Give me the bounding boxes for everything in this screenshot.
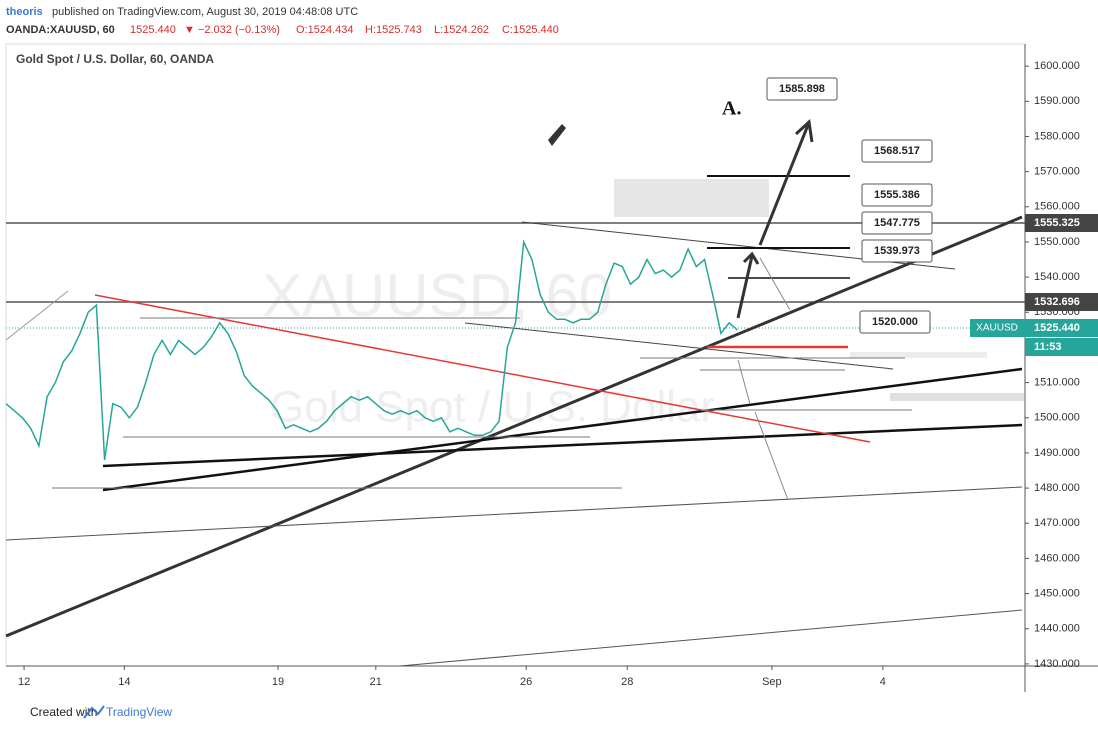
x-tick-label: Sep bbox=[762, 676, 782, 688]
annotation: 1539.973 bbox=[874, 245, 920, 257]
price-label-box bbox=[1025, 293, 1098, 311]
trendline bbox=[102, 367, 1023, 492]
y-tick-label: 1460.000 bbox=[1034, 552, 1080, 564]
y-tick-label: 1430.000 bbox=[1034, 658, 1080, 670]
trendline bbox=[102, 423, 1023, 468]
symbol-label: XAUUSD bbox=[976, 323, 1018, 334]
price-label: 11:53 bbox=[1034, 341, 1062, 353]
callout-box bbox=[859, 310, 931, 334]
x-tick-label: 4 bbox=[880, 676, 886, 688]
trendline bbox=[399, 609, 1023, 667]
trendline bbox=[5, 215, 1023, 638]
arrow bbox=[736, 251, 760, 319]
annotation: 1547.775 bbox=[874, 217, 920, 229]
annotation: A. bbox=[722, 98, 741, 120]
annotation: 1585.898 bbox=[779, 83, 825, 95]
y-tick-label: 1440.000 bbox=[1034, 623, 1080, 635]
annotation: 1520.000 bbox=[872, 316, 918, 328]
high: H:1525.743 bbox=[365, 24, 422, 36]
change: ▼ −2.032 (−0.13%) bbox=[184, 24, 280, 36]
arrow bbox=[758, 118, 814, 246]
drawings bbox=[5, 118, 1025, 667]
low: L:1524.262 bbox=[434, 24, 489, 36]
y-tick-label: 1470.000 bbox=[1034, 517, 1080, 529]
y-tick-label: 1490.000 bbox=[1034, 447, 1080, 459]
callout-box bbox=[861, 211, 933, 235]
callout-box bbox=[861, 183, 933, 207]
x-tick-label: 21 bbox=[370, 676, 382, 688]
trendline bbox=[5, 486, 1023, 541]
price-label: 1525.440 bbox=[1034, 322, 1080, 334]
publisher: theoris bbox=[6, 6, 43, 18]
annotation: 1555.386 bbox=[874, 189, 920, 201]
symbol: OANDA:XAUUSD, 60 bbox=[6, 24, 115, 36]
x-tick-label: 28 bbox=[621, 676, 633, 688]
y-tick-label: 1600.000 bbox=[1034, 60, 1080, 72]
callout-box bbox=[766, 77, 838, 101]
brand-logo bbox=[83, 705, 105, 719]
y-tick-label: 1550.000 bbox=[1034, 236, 1080, 248]
price-label-box bbox=[1025, 319, 1098, 337]
y-tick-label: 1540.000 bbox=[1034, 271, 1080, 283]
open: O:1524.434 bbox=[296, 24, 354, 36]
y-tick-label: 1500.000 bbox=[1034, 412, 1080, 424]
y-tick-label: 1580.000 bbox=[1034, 130, 1080, 142]
y-tick-label: 1570.000 bbox=[1034, 166, 1080, 178]
y-tick-label: 1510.000 bbox=[1034, 377, 1080, 389]
close: C:1525.440 bbox=[502, 24, 559, 36]
x-tick-label: 19 bbox=[272, 676, 284, 688]
created: Created with bbox=[30, 705, 97, 719]
x-tick-label: 14 bbox=[118, 676, 130, 688]
symbol-label-box bbox=[970, 319, 1025, 337]
x-tick-label: 12 bbox=[18, 676, 30, 688]
marks bbox=[5, 239, 738, 461]
trendline bbox=[94, 294, 871, 443]
y-tick-label: 1560.000 bbox=[1034, 201, 1080, 213]
annotation: 1568.517 bbox=[874, 145, 920, 157]
watermark-sub: Gold Spot / U.S. Dollar bbox=[270, 383, 715, 432]
rocket-icon bbox=[548, 124, 566, 146]
callout-box bbox=[861, 139, 933, 163]
price-label-box bbox=[1025, 338, 1098, 356]
zone bbox=[850, 352, 987, 358]
price-line bbox=[5, 239, 738, 461]
published: published on TradingView.com, August 30,… bbox=[52, 6, 358, 18]
y-tick-label: 1480.000 bbox=[1034, 482, 1080, 494]
projection bbox=[737, 257, 791, 501]
brand: TradingView bbox=[106, 705, 172, 719]
y-tick-label: 1590.000 bbox=[1034, 95, 1080, 107]
y-tick-label: 1450.000 bbox=[1034, 587, 1080, 599]
price-label-box bbox=[1025, 214, 1098, 232]
price-label: 1555.325 bbox=[1034, 217, 1080, 229]
x-tick-label: 26 bbox=[520, 676, 532, 688]
price-label: 1532.696 bbox=[1034, 296, 1080, 308]
last: 1525.440 bbox=[130, 24, 176, 36]
callout-box bbox=[861, 239, 933, 263]
channel bbox=[464, 322, 894, 370]
trendline bbox=[5, 290, 69, 341]
zone bbox=[614, 179, 769, 217]
chart-title: Gold Spot / U.S. Dollar, 60, OANDA bbox=[16, 52, 214, 66]
zone bbox=[890, 393, 1024, 401]
